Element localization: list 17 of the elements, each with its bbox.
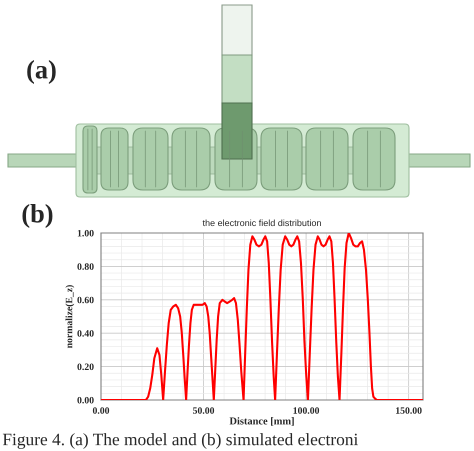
chart-title: the electronic field distribution xyxy=(202,220,321,226)
line-series xyxy=(101,233,423,400)
y-tick-label: 1.00 xyxy=(78,230,94,237)
text: (b) xyxy=(22,204,52,228)
y-axis-title: normalize(E_z) xyxy=(65,285,74,348)
y-tick-label: 0.20 xyxy=(77,364,94,370)
x-axis-title: Distance [mm] xyxy=(230,417,294,426)
caption: Figure 4. (a) The model and (b) simulated electroni xyxy=(2,433,358,449)
y-tick-label: 0.00 xyxy=(77,396,94,404)
x-tick-label: 50.00 xyxy=(193,407,214,414)
y-tick-label: 0.60 xyxy=(77,296,94,304)
text: (a) xyxy=(27,60,56,84)
x-tick-label: 150.00 xyxy=(396,407,422,414)
y-tick-label: 0.40 xyxy=(77,330,94,337)
x-tick-label: 0.00 xyxy=(92,407,110,414)
x-tick-label: 100.00 xyxy=(294,407,320,414)
y-tick-label: 0.80 xyxy=(77,263,94,270)
